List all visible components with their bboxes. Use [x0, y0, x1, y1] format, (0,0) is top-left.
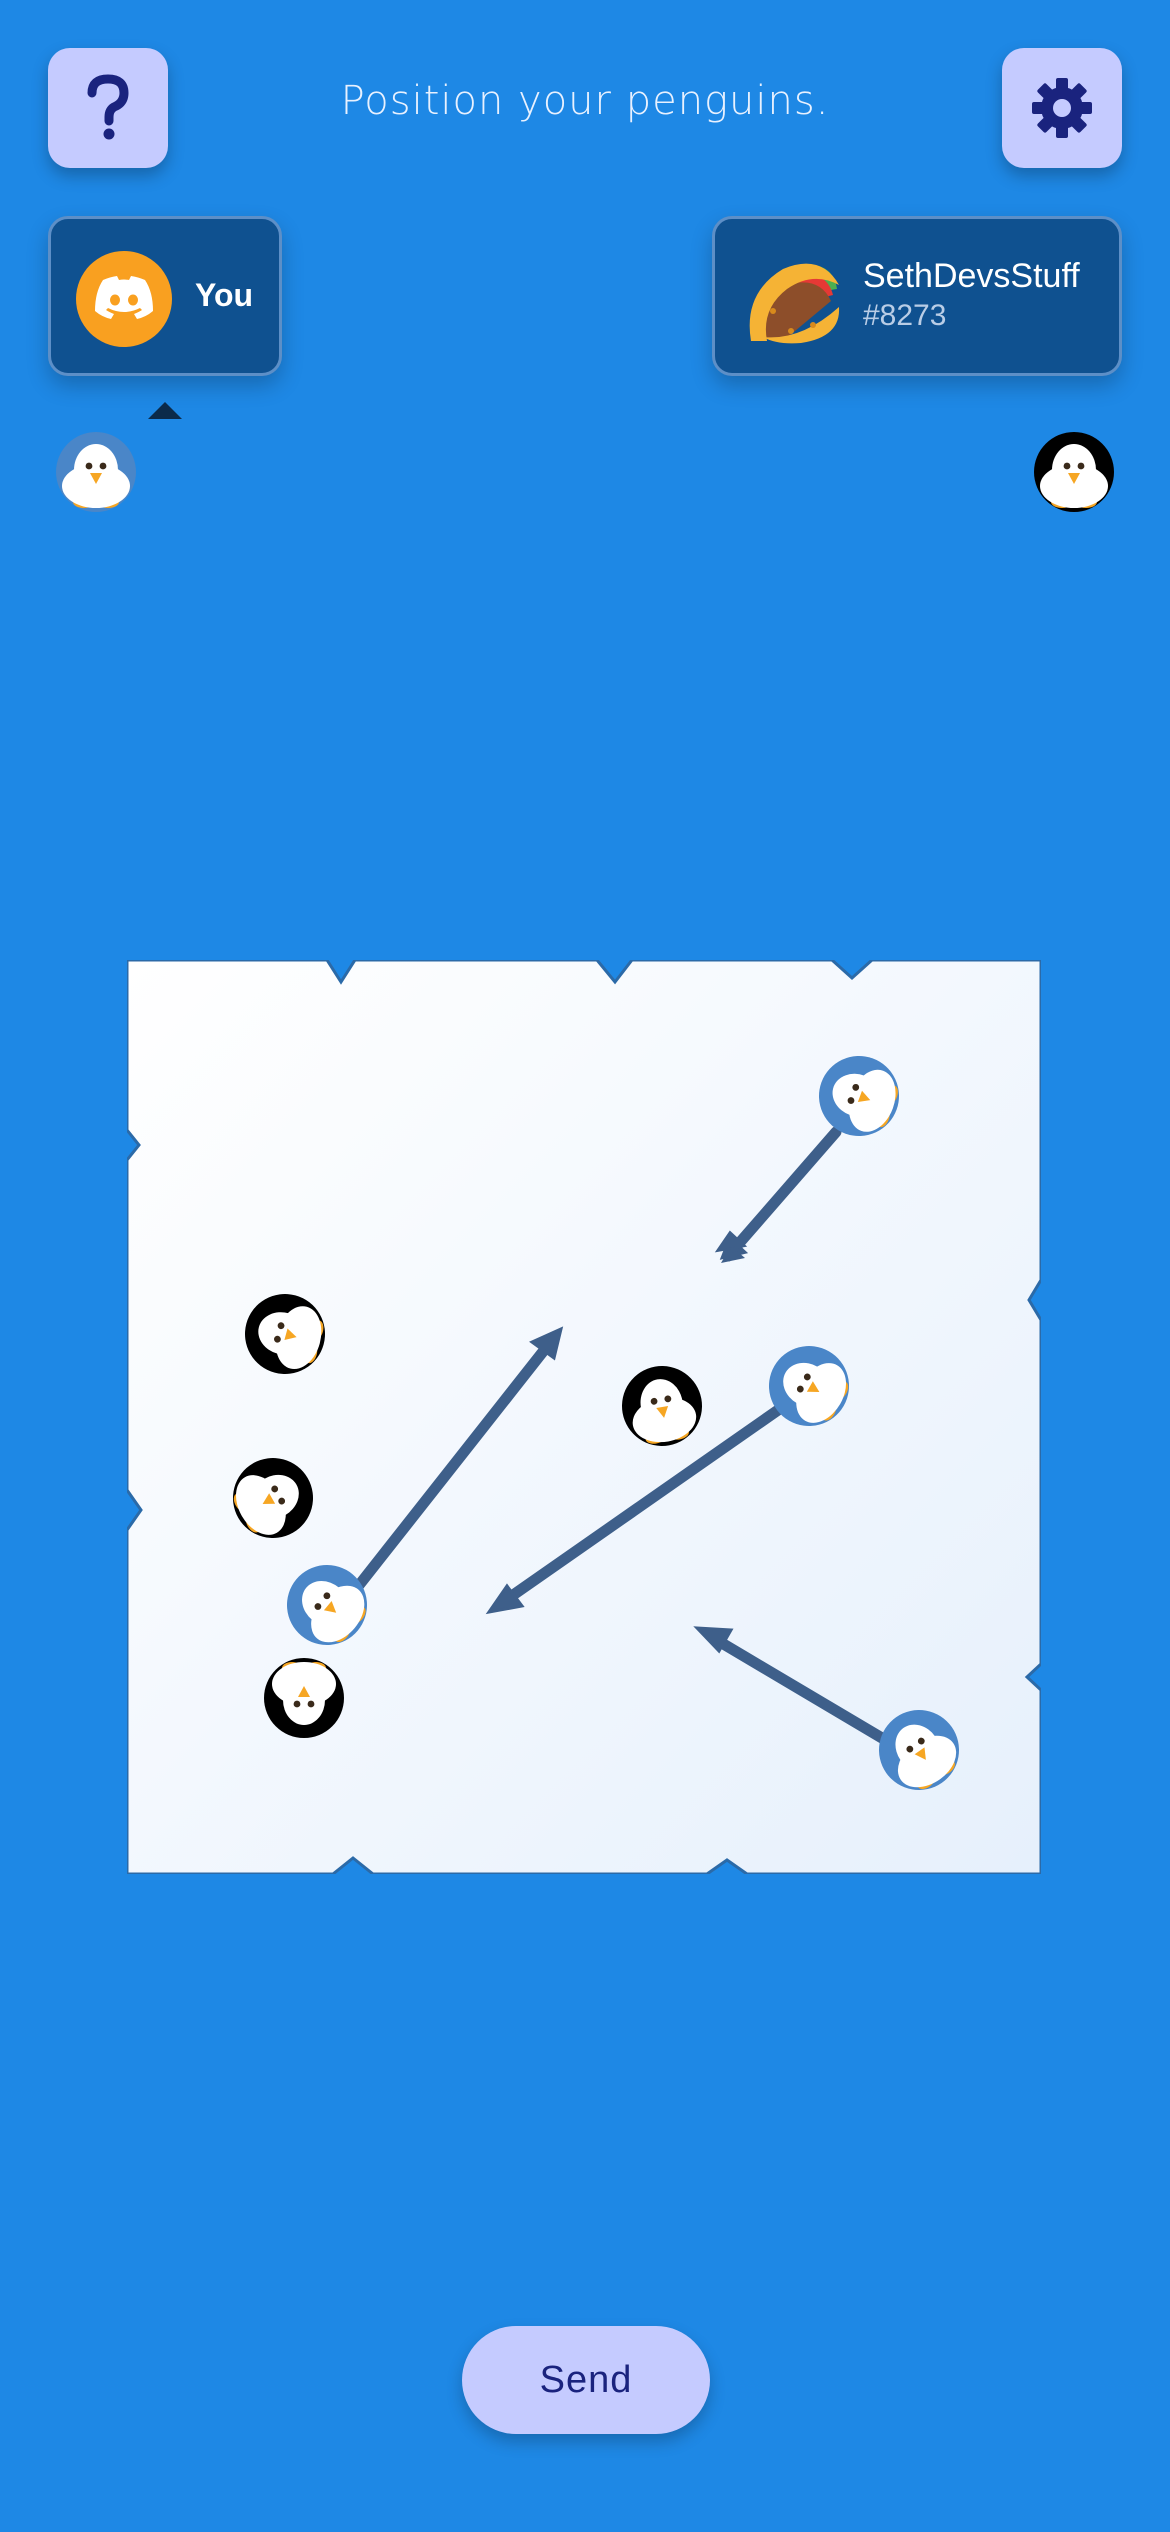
penguin-you-3[interactable] [271, 1549, 384, 1662]
help-button[interactable] [48, 48, 168, 168]
opponent-name: SethDevsStuff [863, 257, 1080, 295]
move-arrows [339, 1126, 893, 1747]
player-avatar-you [76, 251, 172, 347]
penguin-opponent-1 [245, 1294, 325, 1374]
turn-indicator [148, 402, 182, 419]
player-card-you: You [48, 216, 282, 376]
penguin-opponent-3 [264, 1658, 344, 1738]
penguin-opponent-2 [233, 1458, 313, 1538]
opponent-tag: #8273 [863, 299, 947, 332]
gear-icon [1032, 78, 1092, 138]
penguin-you-1[interactable] [808, 1045, 911, 1148]
penguin-opponent-4 [622, 1366, 702, 1446]
question-mark-icon [87, 74, 129, 140]
send-button[interactable]: Send [462, 2326, 710, 2434]
penguin-indicator-you [56, 432, 136, 512]
penguin-indicator-opponent [1034, 432, 1114, 512]
penguin-you-4[interactable] [863, 1694, 974, 1805]
penguin-you-2[interactable] [754, 1331, 863, 1440]
page-title: Position your penguins. [340, 78, 830, 124]
player-card-opponent: SethDevsStuff #8273 [712, 216, 1122, 376]
taco-icon [749, 263, 840, 344]
player-label-you: You [195, 277, 254, 313]
ice-floe [125, 958, 1043, 1876]
discord-logo-icon [95, 276, 153, 319]
settings-button[interactable] [1002, 48, 1122, 168]
game-board[interactable] [125, 958, 1043, 1876]
